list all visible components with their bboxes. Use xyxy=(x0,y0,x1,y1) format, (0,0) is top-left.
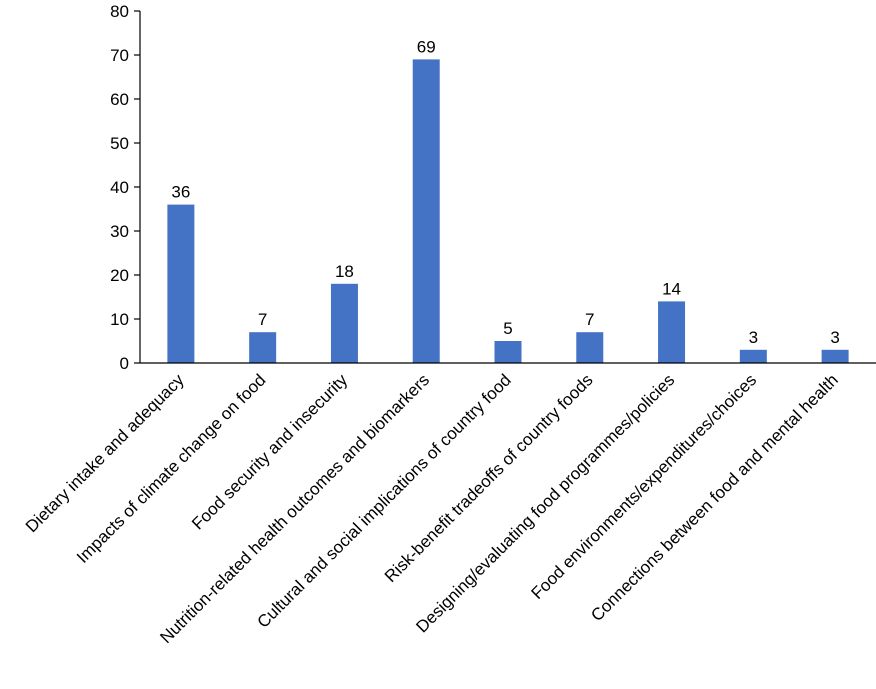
category-label: Food security and insecurity xyxy=(188,370,351,533)
bar xyxy=(576,332,604,363)
bar-value-label: 14 xyxy=(662,279,681,298)
bar xyxy=(494,341,522,363)
y-tick-label: 20 xyxy=(110,266,129,285)
y-tick-label: 80 xyxy=(110,2,129,21)
bar-value-label: 3 xyxy=(749,328,758,347)
y-tick-label: 30 xyxy=(110,222,129,241)
y-tick-label: 60 xyxy=(110,90,129,109)
category-label: Dietary intake and adequacy xyxy=(22,370,188,536)
category-label: Nutrition-related health outcomes and bi… xyxy=(156,370,433,647)
bar-value-label: 36 xyxy=(171,183,190,202)
bar-value-label: 7 xyxy=(258,310,267,329)
bar-value-label: 7 xyxy=(585,310,594,329)
y-tick-label: 70 xyxy=(110,46,129,65)
bar xyxy=(330,283,358,363)
bar xyxy=(249,332,277,363)
y-tick-label: 10 xyxy=(110,310,129,329)
bar xyxy=(412,59,440,364)
bar-value-label: 3 xyxy=(830,328,839,347)
y-tick-label: 50 xyxy=(110,134,129,153)
y-tick-label: 0 xyxy=(120,354,129,373)
bar xyxy=(739,349,767,363)
bar-value-label: 18 xyxy=(335,262,354,281)
bars xyxy=(167,59,849,364)
data-labels: 36 7 18 69 5 7 14 3 3 xyxy=(171,37,839,346)
bar-value-label: 5 xyxy=(503,319,512,338)
bar xyxy=(167,204,195,363)
bar xyxy=(821,349,849,363)
y-axis-ticks: 0 10 20 30 40 50 60 70 80 xyxy=(110,2,140,373)
bar-value-label: 69 xyxy=(417,37,436,56)
bar xyxy=(658,301,686,363)
y-tick-label: 40 xyxy=(110,178,129,197)
